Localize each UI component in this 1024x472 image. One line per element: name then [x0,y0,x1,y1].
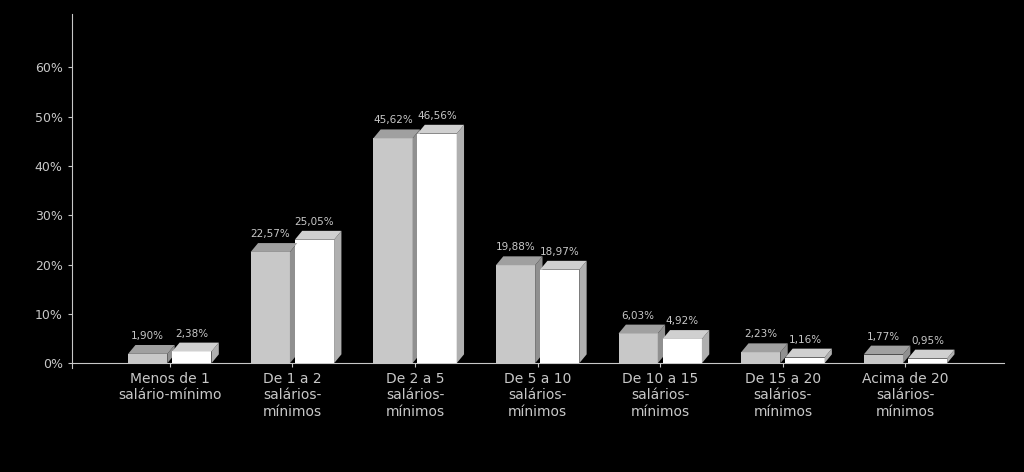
Polygon shape [780,343,787,363]
Text: 2,38%: 2,38% [175,329,209,339]
Text: 25,05%: 25,05% [295,217,334,227]
Polygon shape [618,325,666,334]
Polygon shape [374,138,413,363]
Polygon shape [211,343,219,363]
Polygon shape [172,343,219,352]
Polygon shape [496,256,543,265]
Polygon shape [863,346,910,354]
Polygon shape [947,350,954,363]
Polygon shape [663,339,701,363]
Polygon shape [167,345,175,363]
Polygon shape [413,129,420,363]
Polygon shape [251,252,290,363]
Polygon shape [290,243,297,363]
Text: 19,88%: 19,88% [496,243,536,253]
Text: 18,97%: 18,97% [540,247,580,257]
Polygon shape [824,349,831,363]
Polygon shape [903,346,910,363]
Polygon shape [172,352,211,363]
Polygon shape [908,350,954,359]
Polygon shape [374,129,420,138]
Polygon shape [496,265,536,363]
Text: 1,90%: 1,90% [131,331,164,341]
Text: 1,77%: 1,77% [866,332,900,342]
Text: 46,56%: 46,56% [417,111,457,121]
Polygon shape [295,240,334,363]
Polygon shape [908,359,947,363]
Polygon shape [785,349,831,357]
Polygon shape [540,261,587,270]
Polygon shape [128,345,175,354]
Text: 0,95%: 0,95% [911,336,944,346]
Polygon shape [457,125,464,363]
Polygon shape [741,343,787,352]
Polygon shape [128,354,167,363]
Text: 4,92%: 4,92% [666,316,698,326]
Polygon shape [580,261,587,363]
Polygon shape [334,231,341,363]
Polygon shape [701,330,710,363]
Polygon shape [657,325,666,363]
Text: 1,16%: 1,16% [788,335,821,345]
Text: 22,57%: 22,57% [251,229,290,239]
Polygon shape [863,354,903,363]
Polygon shape [618,334,657,363]
Polygon shape [418,134,457,363]
Text: 6,03%: 6,03% [622,311,654,320]
Polygon shape [741,352,780,363]
Text: 45,62%: 45,62% [373,116,413,126]
Polygon shape [663,330,710,339]
Polygon shape [251,243,297,252]
Polygon shape [295,231,341,240]
Polygon shape [540,270,580,363]
Text: 2,23%: 2,23% [744,329,777,339]
Polygon shape [418,125,464,134]
Polygon shape [785,357,824,363]
Polygon shape [536,256,543,363]
